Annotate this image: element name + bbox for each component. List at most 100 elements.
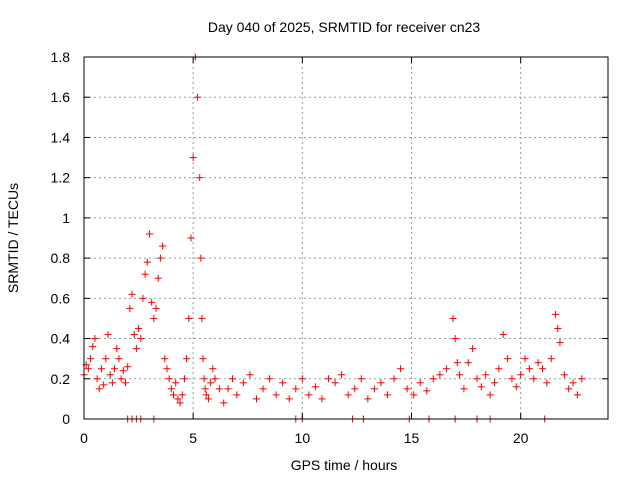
data-point-cn23 (436, 371, 444, 379)
grid-lines (84, 57, 608, 419)
y-tick-label: 1 (62, 210, 70, 226)
data-point-cn23 (364, 395, 372, 403)
data-point-cn23 (477, 383, 485, 391)
data-point-cn23 (113, 345, 121, 353)
data-point-cn23 (429, 375, 437, 383)
data-point-cn23 (106, 371, 114, 379)
data-point-cn23 (189, 154, 197, 162)
data-point-cn23 (220, 399, 228, 407)
y-tick-label: 0.6 (51, 290, 71, 306)
data-point-cn23 (482, 371, 490, 379)
data-point-cn23 (490, 379, 498, 387)
data-point-cn23 (154, 274, 162, 282)
data-point-cn23 (521, 355, 529, 363)
data-point-cn23 (517, 371, 525, 379)
data-point-cn23 (187, 234, 195, 242)
data-point-cn23 (460, 385, 468, 393)
data-point-cn23 (565, 385, 573, 393)
data-point-cn23 (178, 391, 186, 399)
data-point-cn23 (578, 375, 586, 383)
data-point-cn23 (91, 335, 99, 343)
data-point-cn23 (167, 385, 175, 393)
data-point-cn23 (126, 304, 134, 312)
x-tick-label: 5 (189, 430, 197, 446)
data-point-cn23 (207, 379, 215, 387)
data-point-cn23 (338, 371, 346, 379)
x-axis-label: GPS time / hours (291, 457, 398, 473)
data-point-cn23 (176, 399, 184, 407)
data-point-cn23 (202, 391, 210, 399)
data-point-cn23 (100, 381, 108, 389)
data-point-cn23 (150, 314, 158, 322)
data-point-cn23 (200, 375, 208, 383)
y-axis-tick-labels: 0 0.2 0.4 0.6 0.8 1 1.2 1.4 1.6 1.8 (51, 49, 71, 427)
data-point-cn23 (416, 379, 424, 387)
data-point-cn23 (124, 363, 132, 371)
data-point-cn23 (246, 371, 254, 379)
data-point-cn23 (84, 365, 92, 373)
chart-title: Day 040 of 2025, SRMTID for receiver cn2… (208, 19, 481, 35)
data-point-cn23 (298, 375, 306, 383)
data-point-cn23 (196, 174, 204, 182)
y-tick-label: 1.4 (51, 129, 71, 145)
data-point-cn23 (194, 93, 202, 101)
data-point-cn23 (95, 385, 103, 393)
data-point-cn23 (305, 391, 313, 399)
data-point-cn23 (266, 375, 274, 383)
data-point-cn23 (530, 375, 538, 383)
y-tick-label: 1.2 (51, 170, 71, 186)
data-point-cn23 (453, 359, 461, 367)
data-point-cn23 (473, 375, 481, 383)
data-point-cn23 (325, 375, 333, 383)
data-point-cn23 (569, 379, 577, 387)
data-point-cn23 (279, 379, 287, 387)
data-point-cn23 (508, 375, 516, 383)
data-point-cn23 (198, 314, 206, 322)
data-point-cn23 (534, 359, 542, 367)
data-point-cn23 (259, 385, 267, 393)
data-point-cn23 (185, 314, 193, 322)
data-point-cn23 (117, 375, 125, 383)
data-point-cn23 (170, 391, 178, 399)
data-point-cn23 (554, 325, 562, 332)
data-point-cn23 (331, 379, 339, 387)
data-point-cn23 (272, 391, 280, 399)
x-tick-label: 0 (80, 430, 88, 446)
data-point-cn23 (89, 343, 97, 351)
data-point-cn23 (159, 242, 167, 250)
data-point-cn23 (504, 355, 512, 363)
data-point-cn23 (351, 385, 359, 393)
y-tick-label: 0 (62, 411, 70, 427)
data-point-cn23 (318, 395, 326, 403)
data-point-cn23 (344, 391, 352, 399)
data-point-cn23 (539, 365, 546, 373)
data-point-cn23 (449, 314, 457, 322)
x-axis-tick-labels: 0 5 10 15 20 (80, 430, 529, 446)
data-point-cn23 (228, 375, 236, 383)
data-point-cn23 (403, 385, 411, 393)
data-point-cn23 (390, 375, 398, 383)
data-point-cn23 (456, 371, 464, 379)
data-point-cn23 (239, 379, 247, 387)
data-point-cn23 (97, 365, 105, 373)
data-point-cn23 (357, 375, 365, 383)
data-point-cn23 (215, 385, 223, 393)
data-point-cn23 (172, 379, 180, 387)
y-tick-label: 0.2 (51, 371, 71, 387)
x-tick-label: 10 (295, 430, 311, 446)
data-point-cn23 (128, 290, 136, 298)
data-point-cn23 (135, 325, 143, 332)
data-point-cn23 (156, 254, 164, 262)
y-tick-label: 1.8 (51, 49, 71, 65)
data-point-cn23 (292, 385, 300, 393)
data-point-cn23 (469, 345, 477, 353)
data-point-cn23 (525, 365, 533, 373)
data-point-cn23 (165, 375, 173, 383)
data-point-cn23 (87, 355, 95, 363)
y-tick-label: 0.8 (51, 250, 71, 266)
data-point-cn23 (137, 335, 145, 343)
data-point-cn23 (141, 270, 149, 278)
data-point-cn23 (224, 385, 232, 393)
